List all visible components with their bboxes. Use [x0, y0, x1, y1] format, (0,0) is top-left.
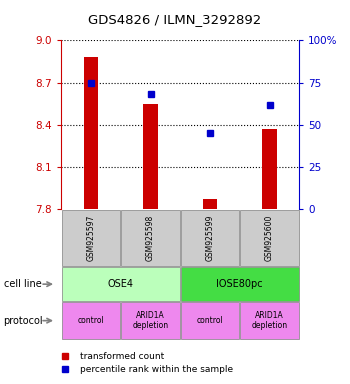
Text: GSM925599: GSM925599: [205, 215, 215, 261]
Text: GSM925597: GSM925597: [86, 215, 96, 261]
Text: GDS4826 / ILMN_3292892: GDS4826 / ILMN_3292892: [88, 13, 262, 26]
Text: percentile rank within the sample: percentile rank within the sample: [80, 365, 234, 374]
Text: ARID1A
depletion: ARID1A depletion: [251, 311, 288, 330]
Text: control: control: [197, 316, 223, 325]
Bar: [143, 104, 158, 209]
Text: cell line: cell line: [4, 279, 41, 289]
Text: control: control: [78, 316, 104, 325]
Text: GSM925600: GSM925600: [265, 215, 274, 261]
Text: ARID1A
depletion: ARID1A depletion: [132, 311, 169, 330]
Text: transformed count: transformed count: [80, 352, 165, 361]
Text: protocol: protocol: [4, 316, 43, 326]
Text: OSE4: OSE4: [108, 279, 134, 289]
Bar: [203, 199, 217, 209]
Text: GSM925598: GSM925598: [146, 215, 155, 261]
Bar: [84, 57, 98, 209]
Text: IOSE80pc: IOSE80pc: [216, 279, 263, 289]
Bar: [262, 129, 277, 209]
